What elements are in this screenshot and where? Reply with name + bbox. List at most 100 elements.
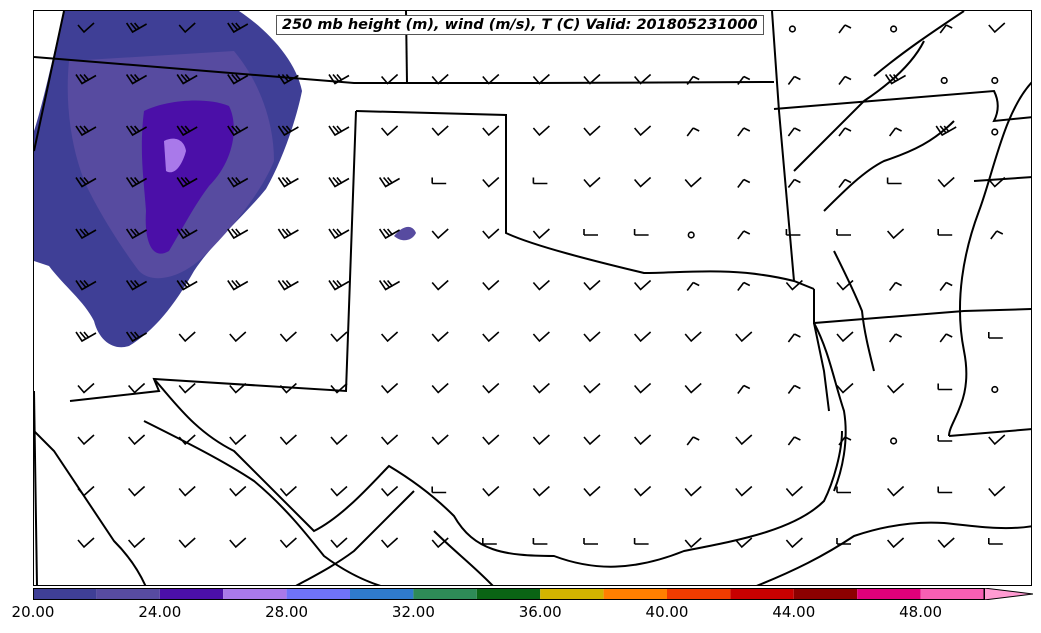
wind-barb (532, 177, 548, 185)
wind-barb-strong (176, 176, 198, 188)
wind-barb (127, 382, 146, 394)
wind-barb (178, 22, 196, 34)
wind-barb-light (380, 434, 399, 446)
wind-barb (684, 331, 702, 343)
wind-barb (884, 73, 906, 85)
wind-barb (431, 177, 447, 185)
wind-barb (838, 24, 852, 34)
wind-barb-light (735, 537, 753, 549)
wind-barb-light (279, 331, 297, 343)
colorbar-outline (33, 588, 985, 600)
wind-barb (937, 537, 955, 549)
wind-barb-light (532, 279, 550, 291)
wind-barb-flat (836, 486, 851, 494)
wind-barb-light (937, 176, 955, 188)
wind-barb (227, 125, 249, 137)
wind-barb (532, 485, 550, 497)
wind-barb-light (482, 485, 500, 497)
wind-barb (227, 73, 249, 85)
wind-barb (482, 382, 500, 394)
map-title: 250 mb height (m), wind (m/s), T (C) Val… (276, 15, 764, 35)
wind-barb-light (178, 537, 196, 549)
wind-barb-light (482, 125, 500, 137)
wind-barb-light (431, 331, 449, 343)
wind-barb (279, 537, 297, 549)
colorbar-tick-label: 28.00 (265, 603, 309, 621)
wind-barb (431, 434, 449, 446)
wind-barb-light (178, 485, 196, 497)
wind-barb (937, 229, 953, 236)
wind-barb (787, 436, 801, 446)
wind-barb-flat (482, 538, 497, 545)
wind-barb-strong (125, 279, 147, 291)
wind-barb (785, 485, 803, 497)
wind-barb-flat (937, 435, 953, 442)
wind-barb-light (633, 331, 652, 343)
wind-barb-light (988, 485, 1006, 497)
wind-barb (836, 382, 854, 394)
wind-barb (886, 537, 905, 549)
wind-barb-light (279, 537, 297, 549)
wind-barb (125, 73, 147, 85)
wind-barb (328, 228, 350, 240)
border-ms-al (948, 428, 1031, 437)
wind-barb (836, 279, 854, 291)
wind-barb (378, 228, 400, 240)
wind-barb-light (77, 537, 95, 549)
wind-barb-short (737, 127, 751, 137)
wind-barb (888, 333, 902, 343)
wind-barb-light (330, 382, 348, 394)
wind-barb (77, 434, 95, 446)
wind-barb (583, 73, 601, 85)
border-mo-ar (773, 89, 1031, 123)
wind-barb-light (178, 22, 196, 34)
wind-barb (787, 127, 801, 137)
wind-barb-short (939, 333, 953, 343)
wind-barb (77, 485, 95, 497)
wind-barb (330, 382, 348, 394)
wind-barb-light (836, 279, 854, 291)
wind-barb-light (886, 228, 905, 240)
wind-barb-light (178, 331, 196, 343)
colorbar-bin (96, 588, 160, 600)
wind-barb-light (532, 228, 550, 240)
wind-barb-light (886, 382, 905, 394)
wind-barb-light (77, 434, 95, 446)
wind-barb (583, 485, 601, 497)
wind-barb (380, 434, 399, 446)
colorbar-bin (413, 588, 477, 600)
wind-barb (482, 485, 500, 497)
wind-barb-flat (836, 229, 851, 236)
wind-barb (836, 229, 851, 236)
wind-barb-light (431, 537, 449, 549)
wind-barb (380, 485, 399, 497)
wind-barb (737, 230, 751, 240)
wind-barb (431, 537, 449, 549)
wind-barb-light (77, 485, 95, 497)
wind-barb-strong (328, 73, 350, 85)
wind-barb (583, 279, 601, 291)
wind-barb (176, 176, 198, 188)
wind-barb-light (77, 382, 95, 394)
wind-barb (532, 73, 550, 85)
wind-barb-light (836, 331, 854, 343)
wind-barb (633, 382, 652, 394)
wind-barb-strong (75, 176, 97, 188)
wind-22-24-blob (394, 226, 416, 241)
wind-barb-strong (328, 176, 350, 188)
wind-barb (886, 228, 905, 240)
wind-barb-flat (937, 383, 953, 391)
wind-barb-light (482, 176, 500, 188)
wind-barb (735, 485, 753, 497)
wind-barb-light (633, 434, 652, 446)
wind-barb-light (380, 125, 399, 137)
wind-barb (940, 76, 948, 85)
map-panel (33, 10, 1032, 586)
calm-wind-circle (940, 76, 948, 85)
wind-barb-strong (75, 279, 97, 291)
colorbar-extend-triangle (983, 588, 1033, 600)
wind-barb-light (785, 537, 803, 549)
wind-barb-light (229, 434, 247, 446)
border-az-nm (34, 390, 38, 585)
wind-barb (125, 176, 147, 188)
